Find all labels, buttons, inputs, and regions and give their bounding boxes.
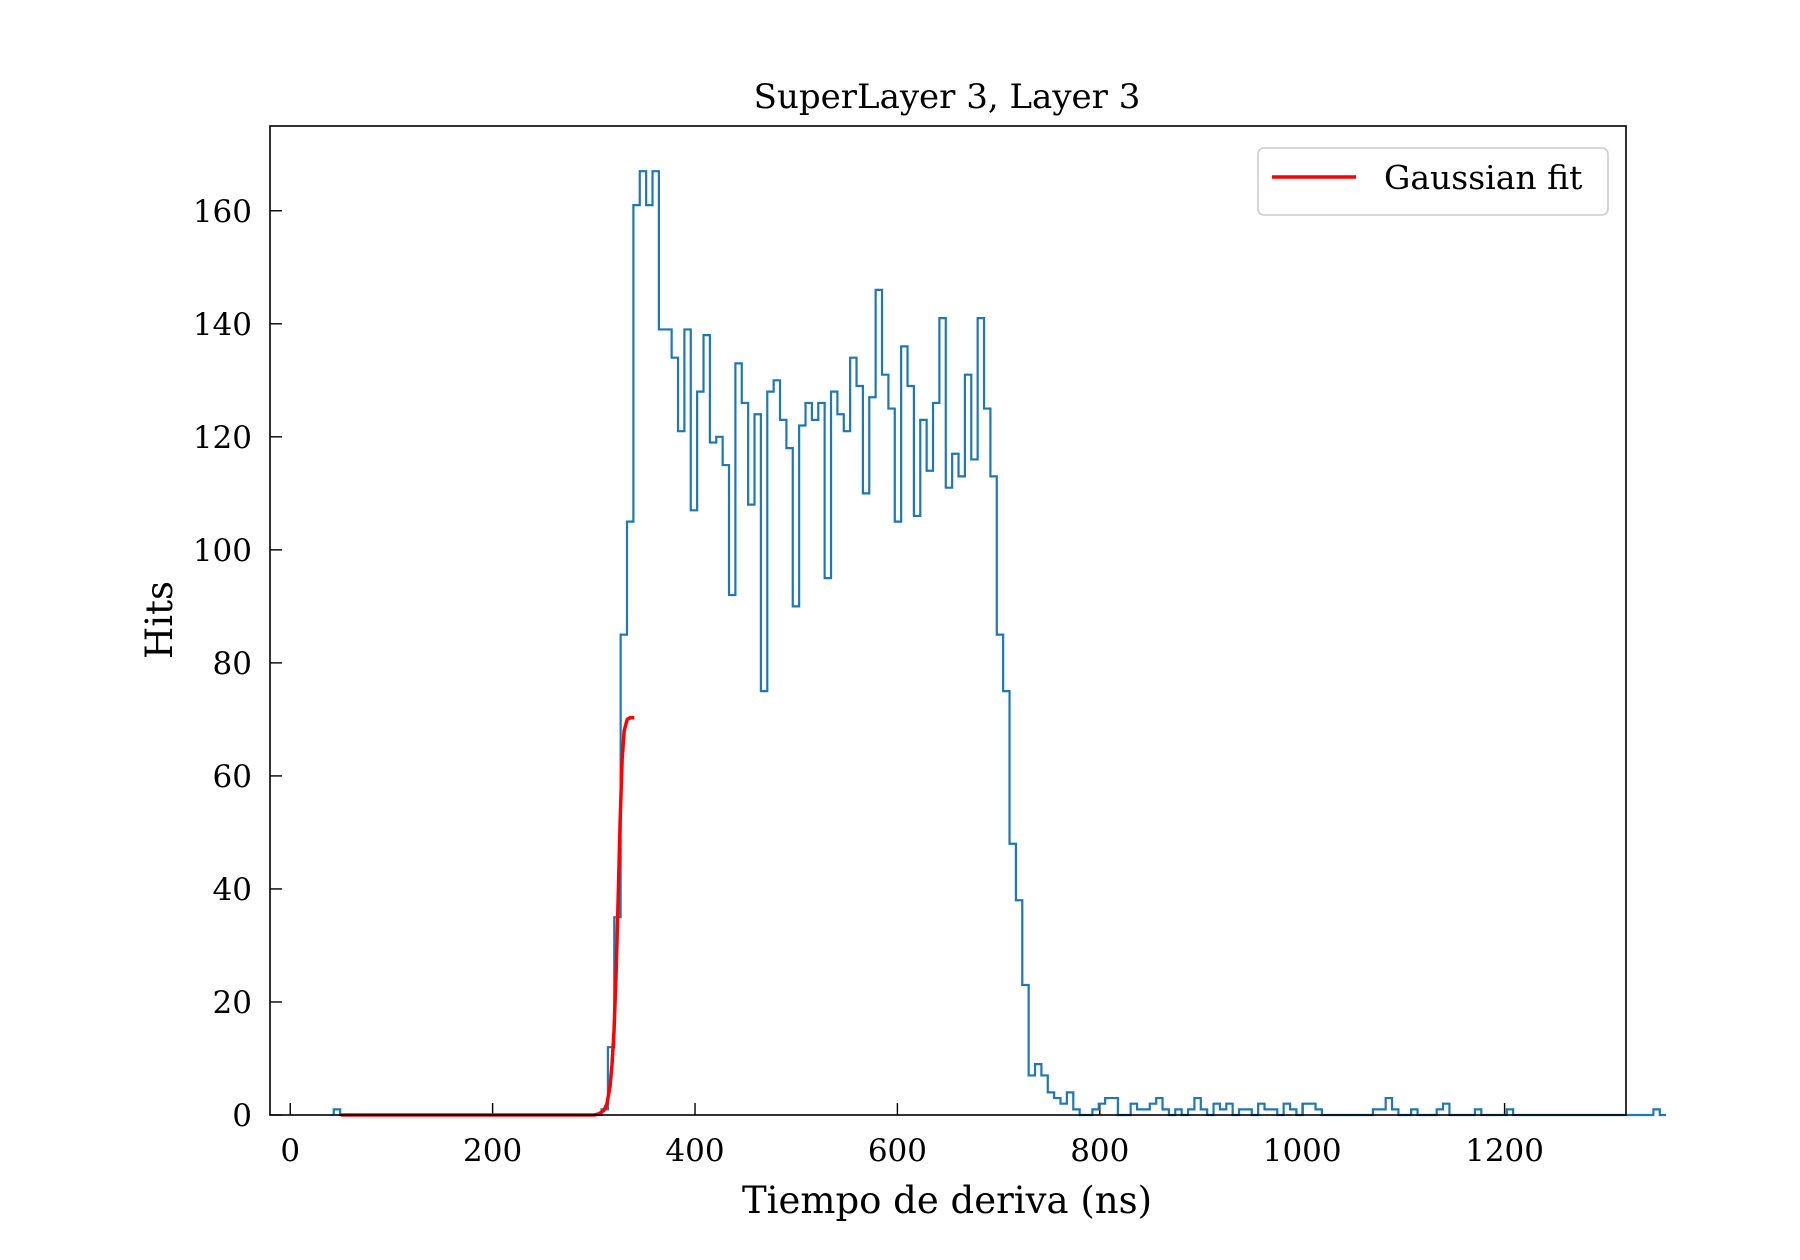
x-tick-label: 400 <box>665 1133 724 1169</box>
histogram-series <box>332 170 1667 1117</box>
y-tick-label: 80 <box>213 646 252 682</box>
y-tick-label: 100 <box>193 533 252 569</box>
y-tick-label: 60 <box>213 759 252 795</box>
y-axis-ticks: 0 20 40 60 80 100 120 140 160 <box>193 194 282 1134</box>
x-axis-ticks: 0 200 400 600 800 1000 1200 <box>280 1103 1544 1169</box>
y-tick-label: 20 <box>213 985 252 1021</box>
plot-frame <box>269 125 1627 1116</box>
x-tick-label: 800 <box>1070 1133 1129 1169</box>
gaussian-fit-line <box>340 715 635 1117</box>
y-tick-label: 160 <box>193 194 252 230</box>
series-layer <box>332 170 1667 1117</box>
y-axis-title: Hits <box>138 581 181 659</box>
legend-box <box>1257 147 1609 216</box>
x-tick-label: 200 <box>463 1133 522 1169</box>
y-tick-label: 140 <box>193 307 252 343</box>
y-tick-label: 40 <box>213 872 252 908</box>
y-tick-label: 120 <box>193 420 252 456</box>
legend-label-gaussian-fit: Gaussian fit <box>1384 158 1582 197</box>
chart-title: SuperLayer 3, Layer 3 <box>754 77 1141 117</box>
y-tick-label: 0 <box>232 1098 252 1134</box>
x-tick-label: 0 <box>280 1133 300 1169</box>
legend: Gaussian fit <box>1257 147 1609 216</box>
x-tick-label: 1200 <box>1465 1133 1544 1169</box>
x-tick-label: 600 <box>868 1133 927 1169</box>
x-tick-label: 1000 <box>1263 1133 1342 1169</box>
x-axis-title: Tiempo de deriva (ns) <box>742 1179 1152 1222</box>
